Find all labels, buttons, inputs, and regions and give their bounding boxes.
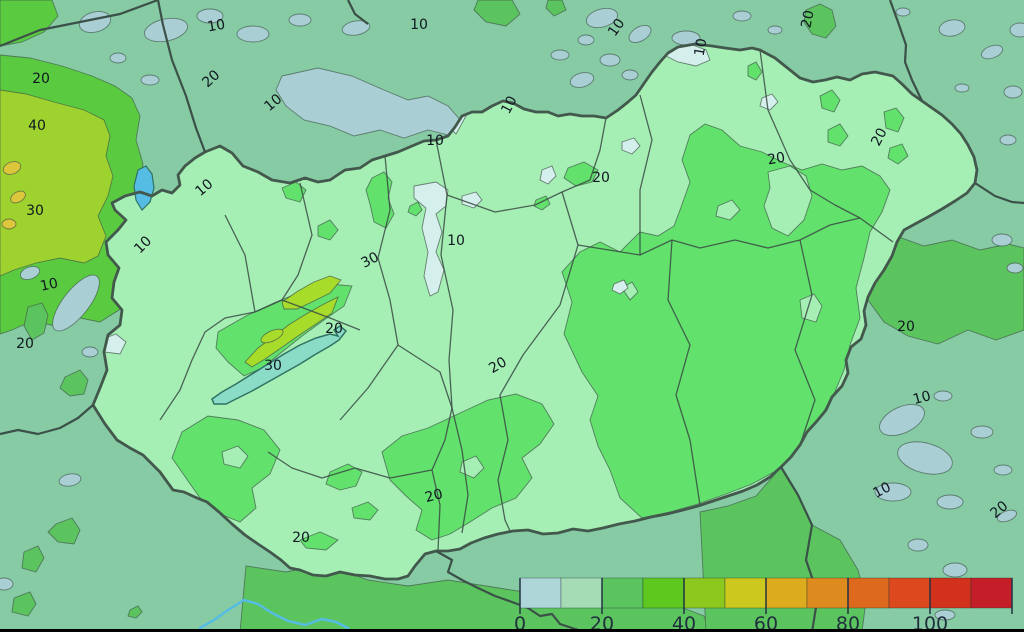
contour-label: 10 xyxy=(426,133,444,149)
legend-swatch-0-10 xyxy=(519,577,562,609)
legend-tick-label: 20 xyxy=(590,613,614,632)
county-borders xyxy=(159,49,894,552)
legend-swatch-30-40 xyxy=(642,577,685,609)
color-scale-legend: 0 20 40 60 80 100 xyxy=(514,577,1013,632)
contour-label: 10 xyxy=(870,479,893,501)
contour-label: 30 xyxy=(26,203,44,219)
contour-label: 20 xyxy=(423,486,444,506)
legend-swatch-20-30 xyxy=(601,577,644,609)
legend-swatch-70-80 xyxy=(806,577,849,609)
legend-swatch-40-50 xyxy=(683,577,726,609)
legend-swatch-60-70 xyxy=(765,577,808,609)
contour-label: 20 xyxy=(766,150,786,169)
contour-label: 20 xyxy=(798,9,817,30)
contour-label: 20 xyxy=(868,125,890,148)
legend-tick-label: 80 xyxy=(836,613,860,632)
legend-tick-label: 40 xyxy=(672,613,696,632)
contour-label: 10 xyxy=(39,275,60,294)
water-features xyxy=(133,165,350,630)
contour-label: 20 xyxy=(292,530,310,546)
contour-label: 20 xyxy=(592,170,610,186)
lake-ferto xyxy=(133,165,155,211)
contour-label: 30 xyxy=(358,249,381,271)
contour-label: 20 xyxy=(16,336,34,352)
legend-swatch-90-100 xyxy=(888,577,931,609)
contour-label: 10 xyxy=(447,233,465,249)
contour-label: 20 xyxy=(897,319,915,335)
contour-label: 20 xyxy=(486,354,509,377)
drava-river xyxy=(198,598,350,630)
contour-label: 20 xyxy=(32,71,50,87)
legend-tick-label: 0 xyxy=(514,613,526,632)
contour-label: 20 xyxy=(325,321,343,337)
legend-swatch-100-110 xyxy=(929,577,972,609)
legend-tick-label: 60 xyxy=(754,613,778,632)
legend-swatch-110-120 xyxy=(970,577,1013,609)
contour-label: 40 xyxy=(28,118,46,134)
contour-label: 10 xyxy=(911,388,932,408)
legend-tick-label: 100 xyxy=(912,613,948,632)
map-frame-bottom xyxy=(0,629,1024,632)
contour-label: 30 xyxy=(264,358,282,374)
lake-balaton xyxy=(211,325,348,405)
legend-swatch-10-20 xyxy=(560,577,603,609)
contour-label: 10 xyxy=(410,17,428,33)
hungary-border xyxy=(91,42,979,581)
contour-label: 10 xyxy=(206,17,226,36)
legend-swatch-80-90 xyxy=(847,577,890,609)
legend-swatch-50-60 xyxy=(724,577,767,609)
contour-label: 10 xyxy=(498,93,520,116)
contour-label: 10 xyxy=(692,37,711,57)
